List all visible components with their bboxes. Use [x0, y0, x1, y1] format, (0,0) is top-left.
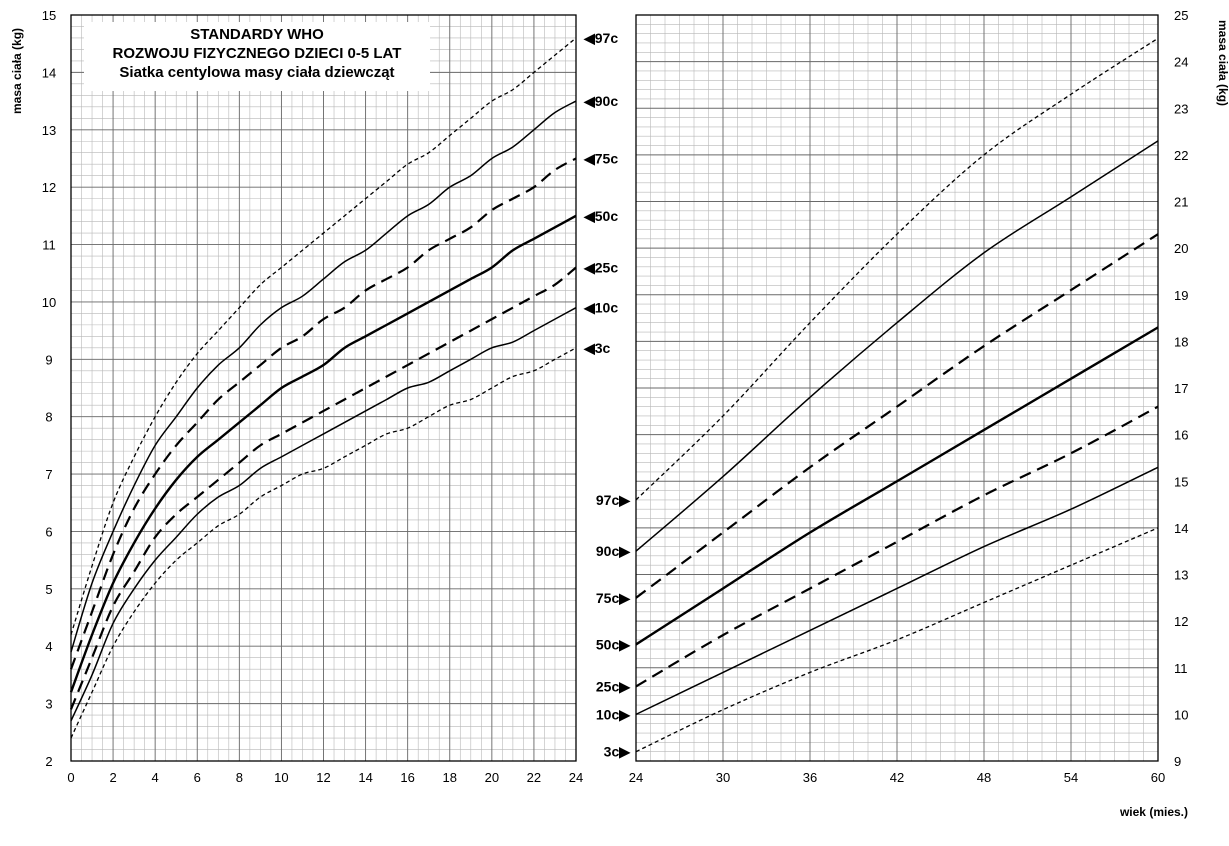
y-tick-label: 12 — [42, 180, 56, 195]
left-panel-grid — [70, 14, 577, 762]
x-tick-label: 30 — [716, 770, 730, 785]
curve-50c-left — [69, 214, 577, 693]
curve-90c-left — [70, 100, 577, 653]
x-tick-label: 22 — [527, 770, 541, 785]
y-tick-label: 15 — [1174, 474, 1188, 489]
label-left-97c: ◀97c — [583, 30, 618, 46]
curve-25c-left — [69, 266, 577, 710]
x-tick-label: 14 — [358, 770, 372, 785]
curve-90c-right — [635, 140, 1159, 552]
y-axis-label-left: masa ciała (kg) — [10, 28, 24, 114]
x-tick-label: 10 — [274, 770, 288, 785]
percentile-labels: ◀3c ◀10c ◀25c ◀50c ◀75c ◀90c ◀97c 3c▶ 10c▶ 25c▶ 50… — [583, 30, 631, 760]
x-tick-label: 6 — [194, 770, 201, 785]
curve-75c-left — [69, 157, 577, 670]
curve-97c-left — [70, 37, 577, 635]
x-tick-label: 4 — [152, 770, 159, 785]
y-tick-label: 10 — [42, 295, 56, 310]
y-tick-label: 13 — [42, 123, 56, 138]
y-tick-label: 11 — [42, 238, 56, 253]
label-left-10c: ◀10c — [583, 300, 618, 316]
y-tick-label: 2 — [45, 754, 52, 769]
y-tick-label: 24 — [1174, 55, 1188, 70]
x-tick-label: 20 — [485, 770, 499, 785]
y-tick-label: 17 — [1174, 381, 1188, 396]
y-tick-label: 16 — [1174, 428, 1188, 443]
x-tick-label: 18 — [443, 770, 457, 785]
y-tick-label: 19 — [1174, 288, 1188, 303]
y-tick-label: 21 — [1174, 195, 1188, 210]
label-left-75c: ◀75c — [583, 150, 618, 166]
x-tick-label: 36 — [803, 770, 817, 785]
y-tick-label: 22 — [1174, 148, 1188, 163]
label-right-50c: 50c▶ — [596, 636, 631, 652]
x-tick-label: 60 — [1151, 770, 1165, 785]
label-right-25c: 25c▶ — [596, 678, 631, 694]
curve-3c-left — [70, 347, 577, 739]
y-tick-label: 18 — [1174, 334, 1188, 349]
y-tick-label: 10 — [1174, 707, 1188, 722]
y-tick-label: 14 — [42, 65, 56, 80]
y-tick-label: 20 — [1174, 241, 1188, 256]
curve-97c-right — [635, 37, 1159, 501]
right-panel-grid — [635, 14, 1159, 762]
label-left-90c: ◀90c — [583, 93, 618, 109]
x-tick-label: 0 — [67, 770, 74, 785]
label-left-50c: ◀50c — [583, 208, 618, 224]
percentile-curves — [69, 37, 1159, 753]
y-tick-label: 9 — [1174, 754, 1181, 769]
y-tick-label: 9 — [45, 352, 52, 367]
y-tick-label: 4 — [45, 639, 52, 654]
panel-frame — [70, 14, 577, 762]
y-tick-label: 14 — [1174, 521, 1188, 536]
y-tick-label: 23 — [1174, 101, 1188, 116]
y-axis-label-right: masa ciała (kg) — [1216, 20, 1229, 106]
x-tick-label: 54 — [1064, 770, 1078, 785]
label-right-75c: 75c▶ — [596, 590, 631, 606]
x-tick-label: 24 — [569, 770, 583, 785]
x-axis-label: wiek (mies.) — [1119, 805, 1188, 819]
chart-title: STANDARDY WHO ROZWOJU FIZYCZNEGO DZIECI … — [84, 22, 430, 91]
curve-10c-left — [70, 307, 577, 722]
y-tick-label: 12 — [1174, 614, 1188, 629]
y-tick-label: 8 — [45, 410, 52, 425]
label-left-25c: ◀25c — [583, 259, 618, 275]
y-tick-label: 15 — [42, 8, 56, 23]
x-tick-label: 2 — [109, 770, 116, 785]
y-tick-label: 25 — [1174, 8, 1188, 23]
y-tick-label: 5 — [45, 582, 52, 597]
y-tick-label: 6 — [45, 524, 52, 539]
title-line-1: STANDARDY WHO — [190, 26, 324, 43]
label-right-3c: 3c▶ — [604, 744, 632, 760]
x-tick-label: 16 — [400, 770, 414, 785]
x-tick-label: 12 — [316, 770, 330, 785]
curve-10c-right — [635, 466, 1159, 716]
label-right-10c: 10c▶ — [596, 706, 631, 722]
curve-75c-right — [635, 233, 1159, 599]
y-tick-label: 13 — [1174, 568, 1188, 583]
x-tick-label: 8 — [236, 770, 243, 785]
axis-ticks: 0 2 4 6 8 10 12 14 16 18 20 22 242345678910111213141… — [42, 8, 1189, 785]
y-tick-label: 11 — [1174, 661, 1188, 676]
x-tick-label: 48 — [977, 770, 991, 785]
curve-25c-right — [635, 405, 1159, 688]
y-tick-label: 3 — [45, 697, 52, 712]
x-tick-label: 24 — [629, 770, 643, 785]
title-line-2: ROZWOJU FIZYCZNEGO DZIECI 0-5 LAT — [112, 45, 402, 62]
curve-50c-right — [635, 326, 1159, 646]
label-right-97c: 97c▶ — [596, 492, 631, 508]
panel-frame — [635, 14, 1159, 762]
label-left-3c: ◀3c — [583, 340, 611, 356]
x-tick-label: 42 — [890, 770, 904, 785]
label-right-90c: 90c▶ — [596, 543, 631, 559]
y-tick-label: 7 — [45, 467, 52, 482]
title-line-3: Siatka centylowa masy ciała dziewcząt — [119, 64, 395, 81]
